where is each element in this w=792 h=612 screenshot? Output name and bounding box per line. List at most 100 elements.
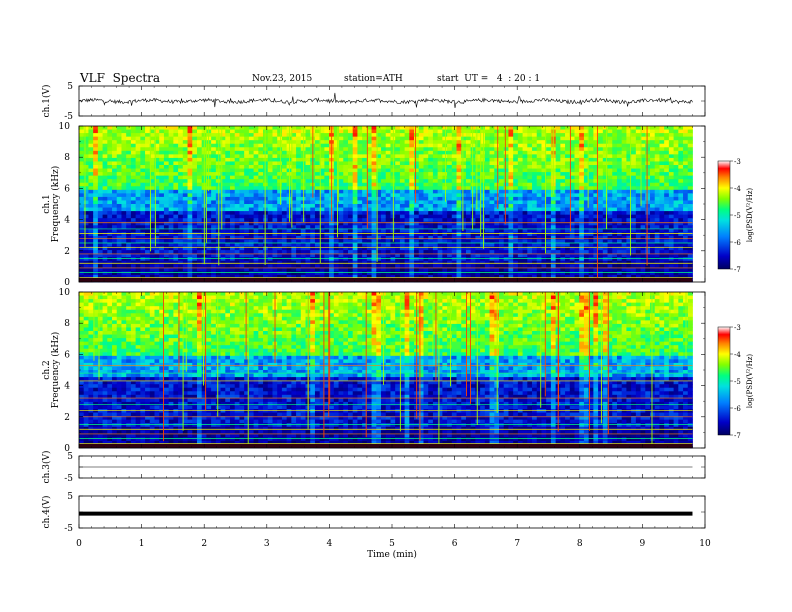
spectrogram-cell <box>338 221 344 226</box>
spectrogram-cell <box>447 196 453 201</box>
spectrogram-cell <box>546 257 552 262</box>
spectrogram-cell <box>428 257 434 262</box>
spectrogram-cell <box>404 225 410 230</box>
spectrogram-cell <box>475 147 481 152</box>
spectrogram-cell <box>376 250 382 255</box>
spectrogram-cell <box>130 232 137 237</box>
spectrogram-cell <box>83 179 89 184</box>
spectrogram-cell <box>494 235 500 240</box>
spectrogram-cell <box>560 172 566 177</box>
spectrogram-cell <box>187 165 193 169</box>
spectrogram-cell <box>428 221 434 226</box>
spectrogram-cell <box>196 150 203 155</box>
spectrogram-cell <box>333 179 339 184</box>
spectrogram-cell <box>550 257 557 262</box>
spectrogram-cell <box>230 221 236 226</box>
spectrogram-cell <box>470 129 476 134</box>
spectrogram-cell <box>319 239 325 244</box>
spectrogram-cell <box>145 250 151 255</box>
spectrogram-cell <box>357 200 363 205</box>
spectrogram-cell <box>352 126 358 130</box>
spectrogram-cell <box>376 140 382 145</box>
spectrogram-cell <box>409 133 415 138</box>
spectrogram-cell <box>362 186 368 191</box>
spectrogram-cell <box>107 243 113 247</box>
spectrogram-cell <box>225 175 231 180</box>
spectrogram-cell <box>513 257 519 262</box>
spectrogram-cell <box>480 133 486 138</box>
spectrogram-cell <box>88 204 94 208</box>
spectrogram-cell <box>432 211 439 216</box>
spectrogram-cell <box>220 189 226 194</box>
spectrogram-cell <box>546 143 552 148</box>
spectrogram-cell <box>112 253 118 258</box>
spectrogram-cell <box>234 239 240 244</box>
spectrogram-cell <box>338 214 344 219</box>
spectrogram-cell <box>593 165 599 169</box>
spectrogram-cell <box>470 179 476 184</box>
spectrogram-cell <box>513 172 519 177</box>
spectrogram-cell <box>465 154 472 159</box>
spectrogram-cell <box>168 218 174 223</box>
spectrogram-cell <box>140 157 146 162</box>
spectrogram-cell <box>97 147 103 152</box>
spectrogram-cell <box>107 186 113 191</box>
spectrogram-cell <box>371 211 377 216</box>
spectrogram-cell <box>97 257 103 262</box>
spectrogram-cell <box>494 267 500 272</box>
spectrogram-cell <box>211 218 217 223</box>
spectrogram-cell <box>418 218 424 223</box>
spectrogram-cell <box>83 267 89 272</box>
spectrogram-cell <box>116 253 122 258</box>
spectrogram-cell <box>277 253 283 258</box>
spectrogram-cell <box>244 154 250 159</box>
spectrogram-cell <box>168 193 174 198</box>
spectrogram-cell <box>494 221 500 226</box>
spectrogram-cell <box>536 264 542 269</box>
spectrogram-cell <box>97 136 103 141</box>
spectrogram-cell <box>513 196 519 201</box>
spectrogram-cell <box>314 189 321 194</box>
spectrogram-cell <box>192 143 198 148</box>
spectrogram-cell <box>272 147 278 152</box>
spectrogram-cell <box>281 182 288 187</box>
spectrogram-cell <box>196 200 203 205</box>
spectrogram-cell <box>432 274 439 279</box>
spectrogram-cell <box>107 228 113 233</box>
spectrogram-cell <box>423 200 429 205</box>
spectrogram-cell <box>159 246 165 251</box>
spectrogram-cell <box>522 218 528 223</box>
spectrogram-cell <box>517 250 523 255</box>
spectrogram-cell <box>168 161 174 166</box>
spectrogram-cell <box>423 250 429 255</box>
spectrogram-cell <box>475 271 481 276</box>
spectrogram-cell <box>182 143 188 148</box>
spectrogram-cell <box>555 228 561 233</box>
spectrogram-cell <box>536 140 542 145</box>
spectrogram-cell <box>178 147 184 152</box>
spectrogram-cell <box>593 150 599 155</box>
spectrogram-cell <box>385 250 391 255</box>
spectrogram-cell <box>480 264 486 269</box>
spectrogram-cell <box>239 196 245 201</box>
spectrogram-cell <box>362 207 368 212</box>
spectrogram-cell <box>494 204 500 208</box>
spectrogram-cell <box>244 129 250 134</box>
spectrogram-cell <box>79 207 85 212</box>
spectrogram-cell <box>522 264 528 269</box>
spectrogram-cell <box>593 214 599 219</box>
spectrogram-cell <box>239 218 245 223</box>
spectrogram-cell <box>135 196 141 201</box>
spectrogram-cell <box>517 140 523 145</box>
spectrogram-cell <box>305 126 311 130</box>
spectrogram-cell <box>442 179 448 184</box>
spectrogram-cell <box>300 267 306 272</box>
spectrogram-cell <box>546 189 552 194</box>
spectrogram-cell <box>376 147 382 152</box>
spectrogram-cell <box>414 126 420 130</box>
spectrogram-cell <box>366 214 372 219</box>
spectrogram-cell <box>371 204 377 208</box>
spectrogram-cell <box>593 243 599 247</box>
spectrogram-cell <box>376 274 382 279</box>
spectrogram-cell <box>281 140 288 145</box>
